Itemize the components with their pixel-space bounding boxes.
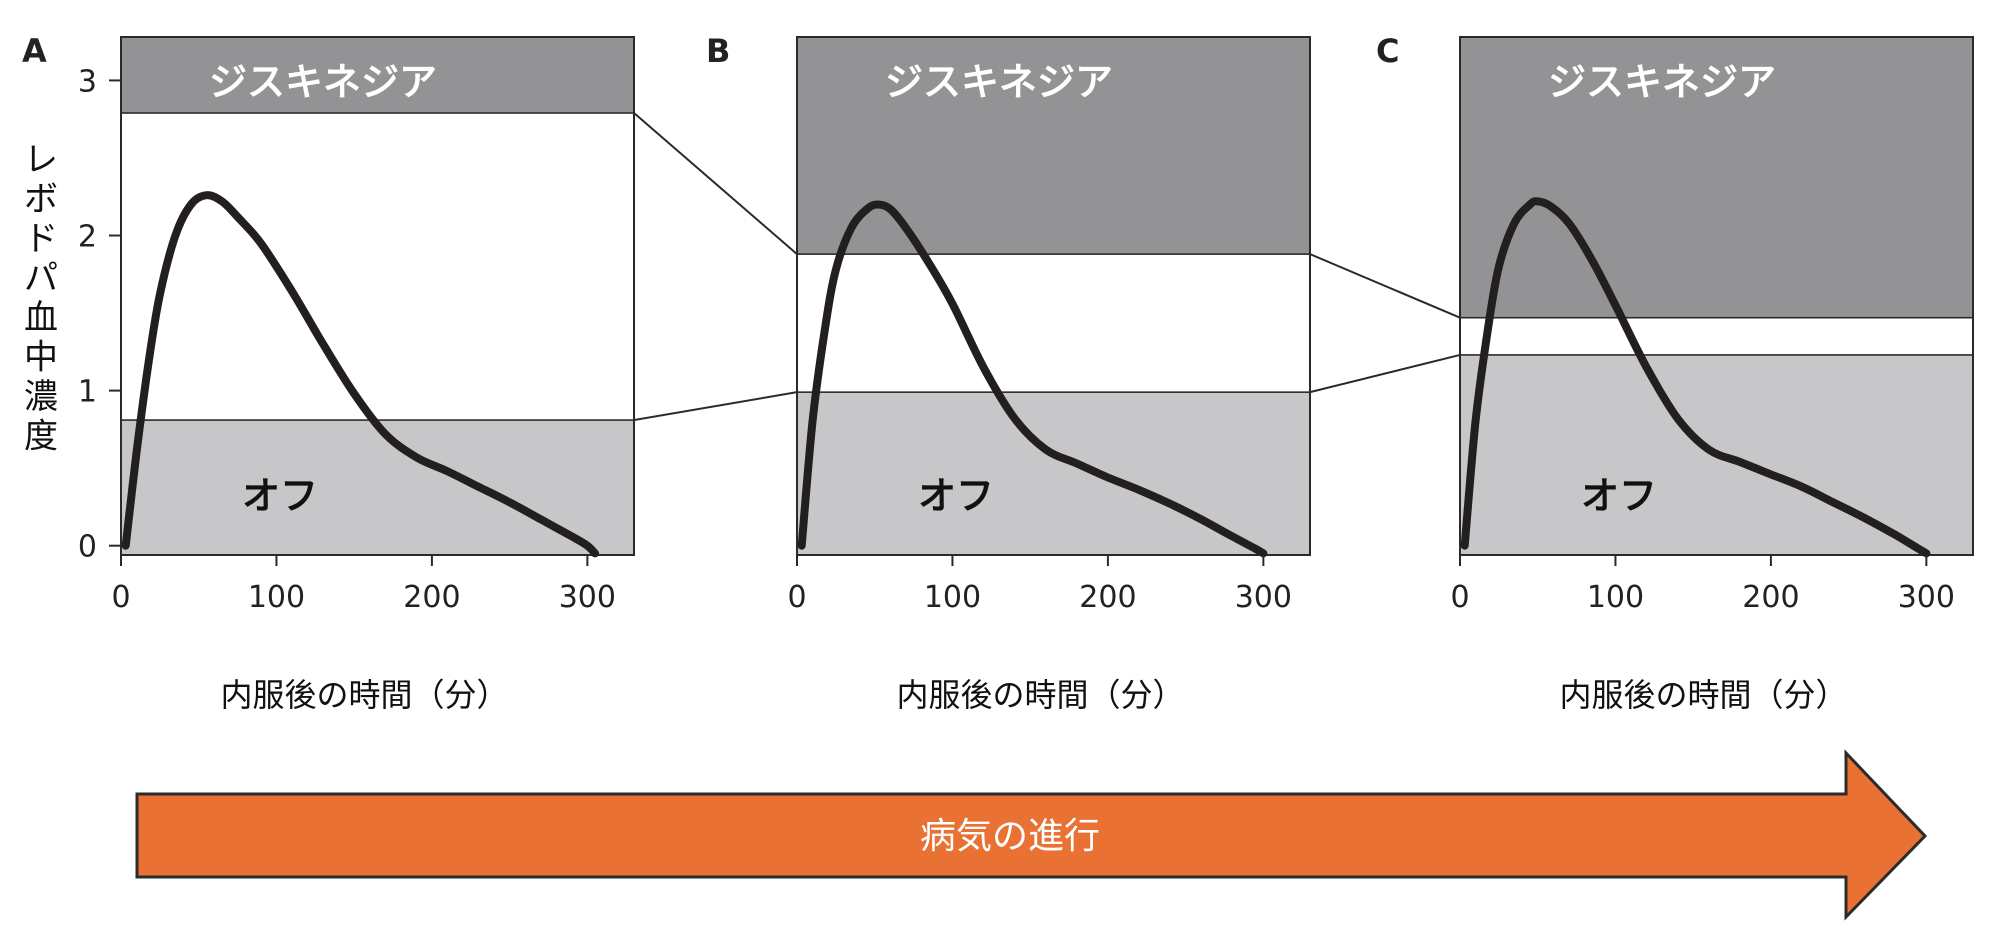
panel-letter: C [1376, 32, 1399, 70]
y-axis-label-char: 血 [24, 298, 58, 338]
x-tick-label: 100 [1587, 580, 1644, 615]
x-tick-label: 100 [248, 580, 305, 615]
y-tick-label: 3 [78, 64, 97, 99]
off-threshold-connector [1309, 353, 1461, 394]
y-axis-label-char: 濃 [24, 377, 58, 417]
x-axis: 0 100 200 300 [1450, 555, 1955, 615]
levodopa-concentration-curve [121, 191, 600, 558]
x-tick-label: 300 [1235, 580, 1292, 615]
x-tick-label: 0 [111, 580, 130, 615]
progression-arrow-label: 病気の進行 [920, 816, 1100, 857]
y-axis-label-char: パ [24, 259, 58, 299]
x-axis-label: 内服後の時間（分） [896, 676, 1184, 714]
y-axis-label-char: レ [24, 140, 58, 180]
panel-letter: B [706, 32, 730, 70]
x-tick-label: 300 [1898, 580, 1955, 615]
off-zone [796, 391, 1311, 556]
y-tick-label: 0 [78, 530, 97, 565]
dyskinesia-zone [120, 36, 635, 114]
panel-frame [120, 36, 635, 556]
x-tick-label: 300 [559, 580, 616, 615]
off-zone [120, 419, 635, 556]
panel-frame [796, 36, 1311, 556]
disease-progression-arrow: 病気の進行 [135, 749, 1928, 921]
y-axis-label-char: 度 [24, 417, 58, 457]
x-tick-label: 0 [1450, 580, 1469, 615]
therapeutic-window-zone [1460, 317, 1973, 355]
y-axis: 0 1 2 3 [78, 64, 121, 565]
y-axis-label-char: 中 [24, 338, 58, 378]
x-tick-label: 100 [924, 580, 981, 615]
off-label: オフ [242, 474, 318, 518]
dyskinesia-label: ジスキネジア [885, 60, 1113, 104]
x-tick-label: 200 [1079, 580, 1136, 615]
off-label: オフ [1581, 474, 1657, 518]
x-axis: 0 100 200 300 [787, 555, 1292, 615]
therapeutic-window-zone [797, 254, 1310, 393]
dyskinesia-threshold-connector [633, 112, 798, 255]
panel-letter: A [22, 32, 47, 70]
dyskinesia-zone [796, 36, 1311, 255]
dyskinesia-label: ジスキネジア [209, 60, 437, 104]
y-tick-label: 2 [78, 220, 97, 255]
x-tick-label: 200 [403, 580, 460, 615]
levodopa-concentration-curve [797, 200, 1268, 558]
x-axis: 0 100 200 300 [111, 555, 616, 615]
y-axis-label-char: ド [24, 219, 58, 259]
y-axis-label-char: ボ [24, 180, 58, 220]
dyskinesia-threshold-connector [1309, 253, 1461, 319]
progression-arrow-shape [135, 749, 1928, 921]
y-tick-label: 1 [78, 375, 97, 410]
x-axis-label: 内服後の時間（分） [1559, 676, 1847, 714]
off-threshold-connector [633, 391, 798, 422]
x-tick-label: 0 [787, 580, 806, 615]
therapeutic-window-zone [121, 112, 634, 421]
levodopa-concentration-curve [1460, 197, 1931, 558]
x-axis-label: 内服後の時間（分） [220, 676, 508, 714]
dyskinesia-label: ジスキネジア [1548, 60, 1776, 104]
off-label: オフ [918, 474, 994, 518]
panel-frame [1459, 36, 1974, 556]
x-tick-label: 200 [1742, 580, 1799, 615]
